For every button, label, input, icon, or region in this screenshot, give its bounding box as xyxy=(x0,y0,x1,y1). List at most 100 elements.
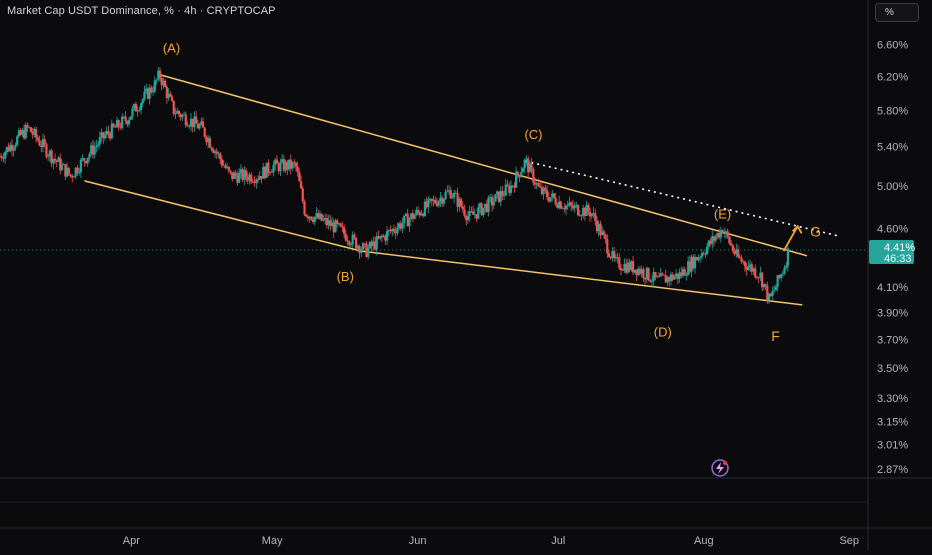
candle-body xyxy=(549,197,552,202)
candle-body xyxy=(105,131,108,136)
candle-body xyxy=(10,144,14,151)
candle-body xyxy=(628,262,631,271)
candle xyxy=(425,197,428,209)
candle-body xyxy=(702,253,705,255)
candle-body xyxy=(150,87,153,92)
candle xyxy=(36,134,39,142)
candle-body xyxy=(315,212,318,217)
candle-body xyxy=(631,261,635,273)
candle-body xyxy=(494,194,497,202)
wave-label-b: (B) xyxy=(337,269,354,284)
candle xyxy=(549,197,552,203)
price-tick-label: 4.10% xyxy=(877,282,908,294)
candle xyxy=(391,227,394,237)
price-tick-label: 3.90% xyxy=(877,308,908,320)
unit-toggle-button[interactable]: % xyxy=(875,3,919,22)
candle-body xyxy=(384,235,387,241)
candle xyxy=(621,268,624,271)
candle xyxy=(771,286,774,300)
candle xyxy=(542,186,545,200)
candle xyxy=(256,175,260,184)
candle-body xyxy=(785,265,788,268)
candle-body xyxy=(712,236,716,241)
candle-body xyxy=(499,190,502,202)
candle xyxy=(342,223,346,238)
candle-body xyxy=(454,192,457,194)
candle-body xyxy=(222,165,225,167)
candle-body xyxy=(477,207,480,219)
candle-body xyxy=(318,213,322,219)
candle-body xyxy=(657,276,660,278)
candle-body xyxy=(731,245,734,251)
candle-body xyxy=(145,88,148,92)
candle xyxy=(435,197,439,208)
candle xyxy=(64,163,67,180)
candle-body xyxy=(213,151,217,153)
candle xyxy=(628,258,631,273)
candle-body xyxy=(635,269,638,276)
candle-body xyxy=(664,275,667,283)
candle xyxy=(198,122,201,131)
candle xyxy=(150,85,153,94)
candle-body xyxy=(330,222,334,227)
candle-body xyxy=(67,167,70,175)
candle-body xyxy=(437,201,440,206)
candle-body xyxy=(379,235,382,239)
candle-body xyxy=(241,169,244,180)
candle xyxy=(60,159,64,172)
candle-body xyxy=(740,257,743,262)
candle xyxy=(181,113,184,122)
candle-body xyxy=(422,213,425,217)
time-axis[interactable]: Apr May Jun Jul Aug Sep xyxy=(123,535,859,547)
candle xyxy=(188,124,191,129)
candle xyxy=(742,259,745,265)
candle-body xyxy=(435,203,439,206)
candle xyxy=(637,266,640,277)
candle-body xyxy=(654,272,657,278)
candle xyxy=(370,239,373,252)
candle-body xyxy=(102,132,105,139)
candle xyxy=(480,202,483,216)
candle xyxy=(764,283,767,290)
candle-body xyxy=(645,267,648,280)
candle-body xyxy=(287,159,291,170)
candle-body xyxy=(754,268,757,278)
candle xyxy=(267,159,270,177)
candle-body xyxy=(458,198,461,207)
candle xyxy=(501,185,504,201)
candle-body xyxy=(279,162,282,172)
current-price-badge[interactable] xyxy=(869,239,914,264)
candle-body xyxy=(570,202,573,206)
candle xyxy=(554,192,557,207)
candle-body xyxy=(41,139,45,147)
candle xyxy=(167,88,170,101)
candle-body xyxy=(404,213,408,216)
candle xyxy=(477,203,480,220)
candle-body xyxy=(644,277,647,280)
candle xyxy=(358,244,361,259)
candle xyxy=(511,185,514,189)
candle xyxy=(336,218,339,229)
price-tick-label: 3.30% xyxy=(877,393,908,405)
candle-body xyxy=(115,120,119,128)
candle-body xyxy=(229,170,232,173)
candle-body xyxy=(21,129,24,135)
lightning-icon[interactable] xyxy=(711,459,729,477)
candle xyxy=(599,220,602,240)
candle-body xyxy=(231,172,234,179)
candle-body xyxy=(305,214,308,217)
candle xyxy=(446,185,449,193)
candle xyxy=(471,205,475,215)
candle-body xyxy=(382,235,385,238)
candle-body xyxy=(172,100,175,115)
candle xyxy=(576,204,580,217)
candle-body xyxy=(496,191,499,195)
price-axis[interactable]: 7.00%6.60%6.20%5.80%5.40%5.00%4.60%4.10%… xyxy=(869,9,915,476)
candle xyxy=(485,199,488,214)
candle-body xyxy=(415,209,418,215)
candle-body xyxy=(234,172,237,176)
candle xyxy=(475,214,478,223)
